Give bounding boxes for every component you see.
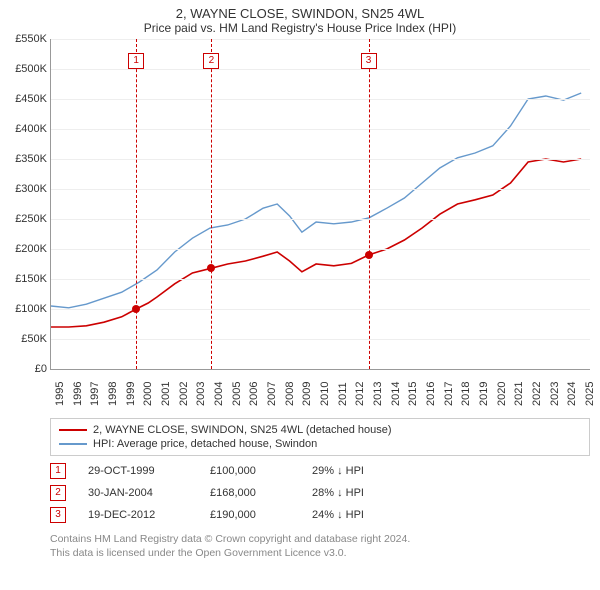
sale-number-box: 2 — [50, 485, 66, 501]
x-tick-label: 1997 — [89, 382, 101, 406]
footnote-line: Contains HM Land Registry data © Crown c… — [50, 532, 590, 546]
sale-marker-box: 3 — [361, 53, 377, 69]
sale-marker-box: 1 — [128, 53, 144, 69]
legend-item: HPI: Average price, detached house, Swin… — [59, 437, 581, 451]
sale-marker-line — [369, 39, 370, 369]
sale-date: 30-JAN-2004 — [88, 487, 188, 499]
x-tick-label: 2003 — [195, 382, 207, 406]
x-tick-label: 2021 — [513, 382, 525, 406]
y-tick-label: £150K — [3, 273, 47, 285]
y-tick-label: £50K — [3, 333, 47, 345]
sale-date: 19-DEC-2012 — [88, 509, 188, 521]
chart-subtitle: Price paid vs. HM Land Registry's House … — [0, 21, 600, 39]
series-hpi — [51, 93, 581, 308]
x-tick-label: 2012 — [354, 382, 366, 406]
x-tick-label: 2001 — [160, 382, 172, 406]
x-tick-label: 1999 — [125, 382, 137, 406]
sale-marker-dot — [132, 305, 140, 313]
gridline — [51, 129, 590, 130]
y-tick-label: £350K — [3, 153, 47, 165]
x-tick-label: 2011 — [337, 382, 349, 406]
gridline — [51, 69, 590, 70]
x-tick-label: 2006 — [248, 382, 260, 406]
gridline — [51, 39, 590, 40]
gridline — [51, 159, 590, 160]
gridline — [51, 99, 590, 100]
x-tick-label: 2004 — [213, 382, 225, 406]
y-tick-label: £0 — [3, 363, 47, 375]
sales-row: 1 29-OCT-1999 £100,000 29% ↓ HPI — [50, 460, 590, 482]
sale-number-box: 1 — [50, 463, 66, 479]
sale-price: £190,000 — [210, 509, 290, 521]
sale-delta: 28% ↓ HPI — [312, 487, 364, 499]
y-tick-label: £100K — [3, 303, 47, 315]
sale-marker-line — [136, 39, 137, 369]
legend: 2, WAYNE CLOSE, SWINDON, SN25 4WL (detac… — [50, 418, 590, 456]
sale-delta: 29% ↓ HPI — [312, 465, 364, 477]
footnote-line: This data is licensed under the Open Gov… — [50, 546, 590, 560]
x-tick-label: 2007 — [266, 382, 278, 406]
gridline — [51, 279, 590, 280]
sale-marker-dot — [207, 264, 215, 272]
x-tick-label: 2009 — [301, 382, 313, 406]
x-axis-labels: 1995 1996 1997 1998 1999 2000 2001 2002 2003 2004… — [50, 370, 590, 412]
sale-date: 29-OCT-1999 — [88, 465, 188, 477]
sales-table: 1 29-OCT-1999 £100,000 29% ↓ HPI 2 30-JAN-200… — [50, 460, 590, 526]
x-tick-label: 2022 — [531, 382, 543, 406]
gridline — [51, 219, 590, 220]
x-tick-label: 2017 — [443, 382, 455, 406]
gridline — [51, 339, 590, 340]
x-tick-label: 2024 — [566, 382, 578, 406]
legend-label: 2, WAYNE CLOSE, SWINDON, SN25 4WL (detac… — [93, 424, 392, 436]
x-tick-label: 2010 — [319, 382, 331, 406]
x-tick-label: 1996 — [72, 382, 84, 406]
x-tick-label: 2002 — [178, 382, 190, 406]
x-tick-label: 2008 — [284, 382, 296, 406]
x-tick-label: 2005 — [231, 382, 243, 406]
y-tick-label: £500K — [3, 63, 47, 75]
gridline — [51, 249, 590, 250]
x-tick-label: 2000 — [142, 382, 154, 406]
sales-row: 2 30-JAN-2004 £168,000 28% ↓ HPI — [50, 482, 590, 504]
legend-item: 2, WAYNE CLOSE, SWINDON, SN25 4WL (detac… — [59, 423, 581, 437]
series-price_paid — [51, 159, 581, 327]
chart-container: 2, WAYNE CLOSE, SWINDON, SN25 4WL Price … — [0, 0, 600, 590]
y-tick-label: £450K — [3, 93, 47, 105]
x-tick-label: 2025 — [584, 382, 596, 406]
sale-marker-box: 2 — [203, 53, 219, 69]
gridline — [51, 189, 590, 190]
sales-row: 3 19-DEC-2012 £190,000 24% ↓ HPI — [50, 504, 590, 526]
x-tick-label: 2015 — [407, 382, 419, 406]
chart-title: 2, WAYNE CLOSE, SWINDON, SN25 4WL — [0, 0, 600, 21]
x-tick-label: 2018 — [460, 382, 472, 406]
x-tick-label: 2013 — [372, 382, 384, 406]
legend-swatch — [59, 429, 87, 431]
sale-price: £100,000 — [210, 465, 290, 477]
x-tick-label: 1998 — [107, 382, 119, 406]
plot-svg — [51, 39, 590, 369]
y-tick-label: £300K — [3, 183, 47, 195]
y-tick-label: £550K — [3, 33, 47, 45]
sale-number-box: 3 — [50, 507, 66, 523]
x-tick-label: 2016 — [425, 382, 437, 406]
x-tick-label: 2019 — [478, 382, 490, 406]
x-tick-label: 2020 — [496, 382, 508, 406]
legend-label: HPI: Average price, detached house, Swin… — [93, 438, 317, 450]
y-tick-label: £200K — [3, 243, 47, 255]
sale-price: £168,000 — [210, 487, 290, 499]
y-tick-label: £400K — [3, 123, 47, 135]
sale-marker-dot — [365, 251, 373, 259]
footnote: Contains HM Land Registry data © Crown c… — [50, 532, 590, 560]
x-tick-label: 1995 — [54, 382, 66, 406]
sale-delta: 24% ↓ HPI — [312, 509, 364, 521]
x-tick-label: 2014 — [390, 382, 402, 406]
x-tick-label: 2023 — [549, 382, 561, 406]
sale-marker-line — [211, 39, 212, 369]
chart-plot-area: £0£50K£100K£150K£200K£250K£300K£350K£400… — [50, 39, 590, 370]
legend-swatch — [59, 443, 87, 445]
y-tick-label: £250K — [3, 213, 47, 225]
